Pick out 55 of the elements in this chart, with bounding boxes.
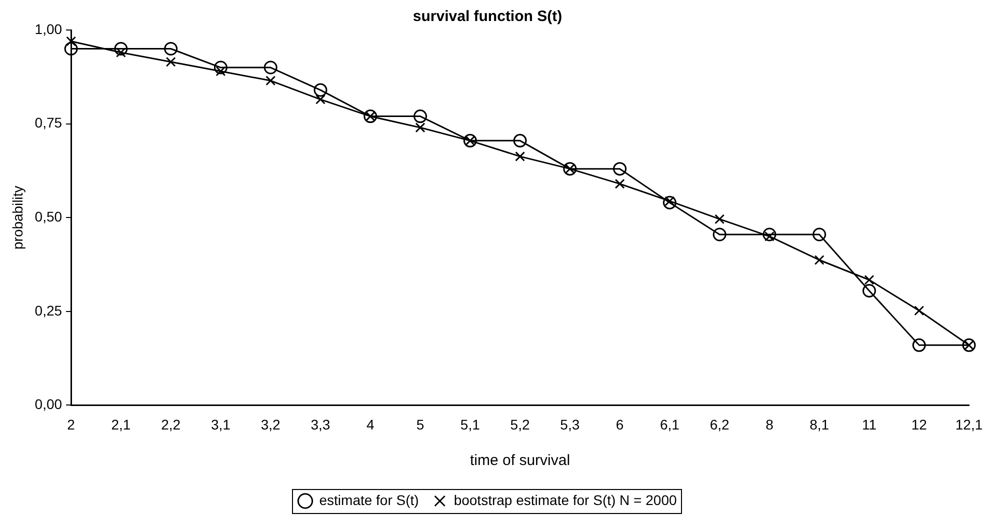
x-tick-label: 5: [416, 416, 424, 432]
point: [264, 60, 278, 74]
y-tick-label: 1,00: [34, 20, 62, 37]
x-tick-label: 2,2: [161, 416, 181, 432]
point: [266, 76, 276, 86]
x-tick-label: 5,2: [510, 416, 530, 432]
point: [613, 162, 627, 176]
x-tick-label: 6,1: [660, 416, 680, 432]
point: [614, 178, 625, 189]
point: [914, 306, 924, 316]
x-tick-label: 3,2: [260, 416, 281, 432]
chart-title: survival function S(t): [412, 8, 562, 26]
point: [314, 83, 328, 97]
x-tick-label: 5,1: [460, 416, 480, 432]
x-tick-label: 5,3: [560, 416, 580, 432]
x-tick-label: 11: [862, 416, 877, 432]
point: [515, 151, 526, 162]
x-tick-label: 4: [366, 416, 374, 432]
x-tick-label: 12,1: [955, 416, 983, 432]
point: [712, 228, 726, 242]
legend-label: bootstrap estimate for S(t) N = 2000: [454, 492, 677, 508]
y-axis-title: probability: [9, 186, 26, 250]
y-tick-label: 0,25: [34, 302, 62, 318]
y-tick-label: 0,75: [34, 114, 62, 131]
x-tick-label: 3,3: [310, 416, 330, 432]
x-tick-label: 2: [67, 416, 76, 432]
x-tick-label: 6: [616, 416, 624, 432]
point: [812, 228, 826, 242]
x-tick-label: 12: [911, 416, 928, 432]
point: [315, 94, 326, 104]
point: [64, 42, 78, 56]
point: [864, 274, 874, 285]
point: [714, 214, 725, 224]
legend-label: estimate for S(t): [319, 492, 419, 508]
x-tick-label: 2,1: [111, 416, 131, 432]
x-tick-label: 6,2: [710, 416, 730, 432]
point: [862, 284, 876, 298]
point: [66, 36, 76, 46]
point: [762, 228, 776, 242]
point: [513, 134, 527, 148]
x-tick-label: 8,1: [810, 416, 830, 432]
y-tick-label: 0,50: [34, 208, 62, 224]
point: [214, 60, 228, 74]
point: [166, 56, 176, 67]
point: [662, 196, 676, 210]
point: [415, 122, 426, 133]
point: [164, 42, 178, 56]
point: [814, 255, 824, 265]
x-axis-title: time of survival: [470, 452, 570, 470]
point: [414, 110, 427, 124]
x-tick-label: 8: [766, 416, 774, 432]
point: [114, 42, 128, 56]
point: [912, 338, 926, 352]
x-tick-label: 3,1: [210, 416, 231, 432]
y-tick-label: 0,00: [34, 396, 62, 412]
